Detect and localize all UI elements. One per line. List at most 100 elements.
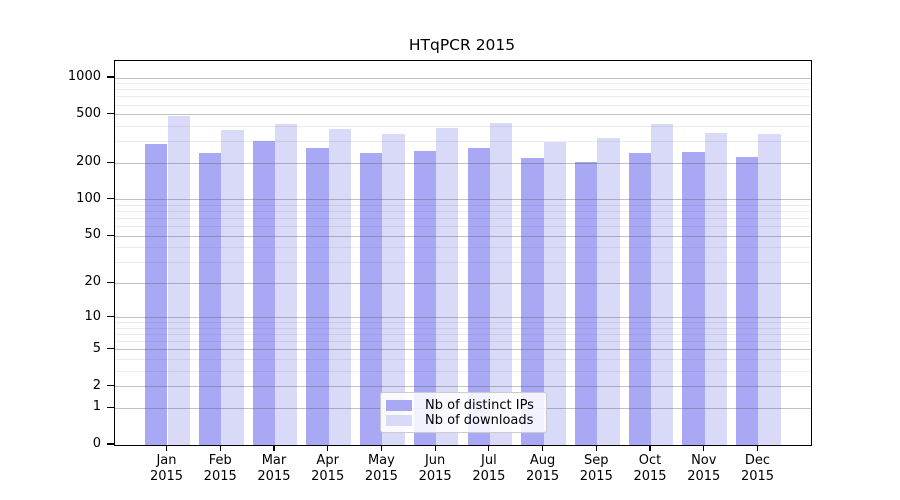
bar-downloads <box>651 124 674 445</box>
gridline-minor <box>115 218 811 220</box>
gridline-major <box>115 235 811 237</box>
bar-downloads <box>436 128 459 445</box>
x-tick-label: Jun 2015 <box>408 453 462 484</box>
x-tick-label: Dec 2015 <box>730 453 784 484</box>
gridline-minor <box>115 89 811 91</box>
x-tick-label: Nov 2015 <box>677 453 731 484</box>
legend: Nb of distinct IPs Nb of downloads <box>380 392 547 433</box>
plot-area <box>114 60 812 446</box>
gridline-minor <box>115 262 811 264</box>
x-tick-year: 2015 <box>311 468 345 484</box>
x-tick-year: 2015 <box>740 468 775 484</box>
x-tick-label: May 2015 <box>354 453 408 484</box>
gridline-major <box>115 282 811 284</box>
bar-distinct-ips <box>521 157 544 445</box>
y-tick-label: 20 <box>84 274 101 290</box>
x-tick-label: Mar 2015 <box>247 453 301 484</box>
plot-canvas <box>115 61 811 445</box>
x-tick-year: 2015 <box>149 468 184 484</box>
x-tick-label: Aug 2015 <box>516 453 570 484</box>
bar-downloads <box>758 134 781 445</box>
gridline-minor <box>115 322 811 324</box>
y-tick-label: 1 <box>92 399 101 415</box>
y-tick-label: 200 <box>76 154 101 170</box>
bar-distinct-ips <box>252 140 275 445</box>
legend-row-downloads: Nb of downloads <box>386 413 538 428</box>
bar-downloads <box>704 133 728 445</box>
x-tick-year: 2015 <box>257 468 291 484</box>
x-tick-year: 2015 <box>203 468 237 484</box>
bar-distinct-ips <box>575 161 598 445</box>
gridline-major <box>115 162 811 164</box>
x-tick-mark <box>703 445 705 451</box>
bar-distinct-ips <box>467 147 490 445</box>
y-tick-label: 2 <box>92 377 101 393</box>
x-tick-year: 2015 <box>364 468 398 484</box>
x-tick-mark <box>165 445 168 451</box>
gridline-major <box>115 349 811 351</box>
y-tick-mark <box>107 234 114 236</box>
bar-downloads <box>489 123 513 445</box>
x-tick-mark <box>595 445 597 451</box>
bar-distinct-ips <box>360 153 383 445</box>
legend-swatch-downloads <box>386 415 412 426</box>
gridline-minor <box>115 96 811 98</box>
bar-distinct-ips <box>682 151 705 445</box>
gridline-major <box>115 199 811 201</box>
x-tick-year: 2015 <box>418 468 452 484</box>
x-tick-mark <box>488 445 490 451</box>
x-tick-label: Oct 2015 <box>623 453 677 484</box>
y-tick-mark <box>107 316 114 318</box>
x-tick-year: 2015 <box>633 468 667 484</box>
x-tick-mark <box>649 445 651 451</box>
gridline-minor <box>115 341 811 343</box>
y-tick-mark <box>107 161 114 163</box>
x-tick-label: Feb 2015 <box>193 453 247 484</box>
chart-title: HTqPCR 2015 <box>408 36 516 54</box>
bar-downloads <box>597 138 620 445</box>
x-tick-year: 2015 <box>472 468 506 484</box>
gridline-minor <box>115 359 811 361</box>
legend-label-distinct-ips: Nb of distinct IPs <box>425 398 534 413</box>
gridline-minor <box>115 226 811 228</box>
gridline-minor <box>115 211 811 213</box>
bar-downloads <box>221 130 244 445</box>
x-tick-mark <box>380 445 382 451</box>
y-tick-mark <box>107 406 114 408</box>
y-tick-mark <box>107 443 114 445</box>
gridline-major <box>115 114 811 116</box>
bar-downloads <box>167 116 190 445</box>
gridline-minor <box>115 247 811 249</box>
bar-distinct-ips <box>736 156 759 445</box>
bar-downloads <box>328 129 351 445</box>
x-tick-label: Sep 2015 <box>569 453 623 484</box>
bar-downloads <box>274 123 298 445</box>
y-tick-mark <box>107 348 114 350</box>
gridline-minor <box>115 141 811 143</box>
y-tick-label: 5 <box>92 340 101 356</box>
x-tick-mark <box>756 445 759 451</box>
y-tick-label: 100 <box>76 190 101 206</box>
x-tick-year: 2015 <box>579 468 613 484</box>
gridline-major <box>115 386 811 388</box>
bar-distinct-ips <box>306 147 329 445</box>
gridline-minor <box>115 334 811 336</box>
gridline-minor <box>115 104 811 106</box>
gridline-minor <box>115 83 811 85</box>
x-tick-mark <box>219 445 221 451</box>
bar-downloads <box>382 134 405 445</box>
gridline-minor <box>115 370 811 372</box>
y-tick-label: 1000 <box>67 69 101 85</box>
bar-distinct-ips <box>145 144 168 445</box>
bar-distinct-ips <box>413 150 437 445</box>
x-tick-label: Apr 2015 <box>301 453 355 484</box>
x-tick-year: 2015 <box>687 468 721 484</box>
legend-row-distinct-ips: Nb of distinct IPs <box>386 398 538 413</box>
gridline-minor <box>115 327 811 329</box>
bar-downloads <box>543 141 566 445</box>
y-tick-mark <box>107 76 114 78</box>
y-tick-label: 50 <box>84 227 101 243</box>
bar-distinct-ips <box>198 153 222 445</box>
y-tick-mark <box>107 385 114 387</box>
